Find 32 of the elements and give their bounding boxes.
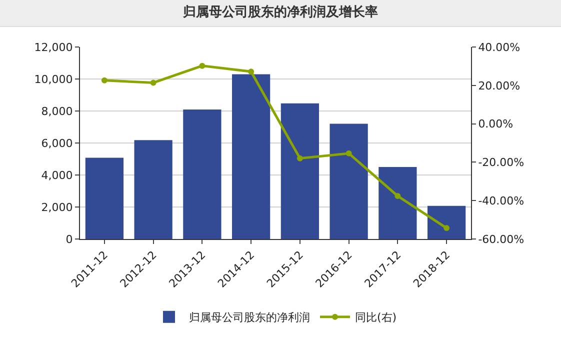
- point: [296, 155, 303, 162]
- y-tick-label: 4,000: [41, 168, 73, 182]
- y2-tick-label: -60.00%: [478, 232, 524, 246]
- point: [346, 150, 352, 156]
- point: [150, 80, 156, 86]
- point: [248, 68, 254, 75]
- bar: [378, 167, 417, 239]
- bar: [280, 103, 319, 239]
- y-tick-label: 8,000: [41, 104, 73, 118]
- bar: [428, 206, 466, 239]
- bar: [134, 140, 172, 239]
- point: [199, 62, 206, 69]
- y-tick-label: 2,000: [41, 200, 73, 214]
- bar: [330, 124, 368, 239]
- bar: [232, 74, 270, 239]
- legend-label: 同比(右): [355, 311, 397, 324]
- point: [444, 225, 450, 232]
- y-tick-label: 10,000: [34, 72, 73, 86]
- y-tick-label: 6,000: [41, 136, 73, 150]
- legend-label: 归属母公司股东的净利润: [189, 311, 310, 324]
- y2-tick-label: 20.00%: [478, 79, 520, 92]
- y-tick-label: 0: [66, 232, 73, 246]
- y2-tick-label: 0.00%: [478, 118, 514, 131]
- y2-tick-label: -40.00%: [478, 194, 524, 208]
- y2-tick-label: -20.00%: [478, 156, 524, 170]
- bar: [183, 110, 222, 239]
- bar: [85, 158, 124, 239]
- chart-title: 归属母公司股东的净利润及增长率: [0, 0, 561, 27]
- point: [394, 192, 401, 199]
- y2-tick-label: 40.00%: [478, 40, 520, 54]
- point: [101, 77, 108, 84]
- y-tick-label: 12,000: [34, 40, 73, 54]
